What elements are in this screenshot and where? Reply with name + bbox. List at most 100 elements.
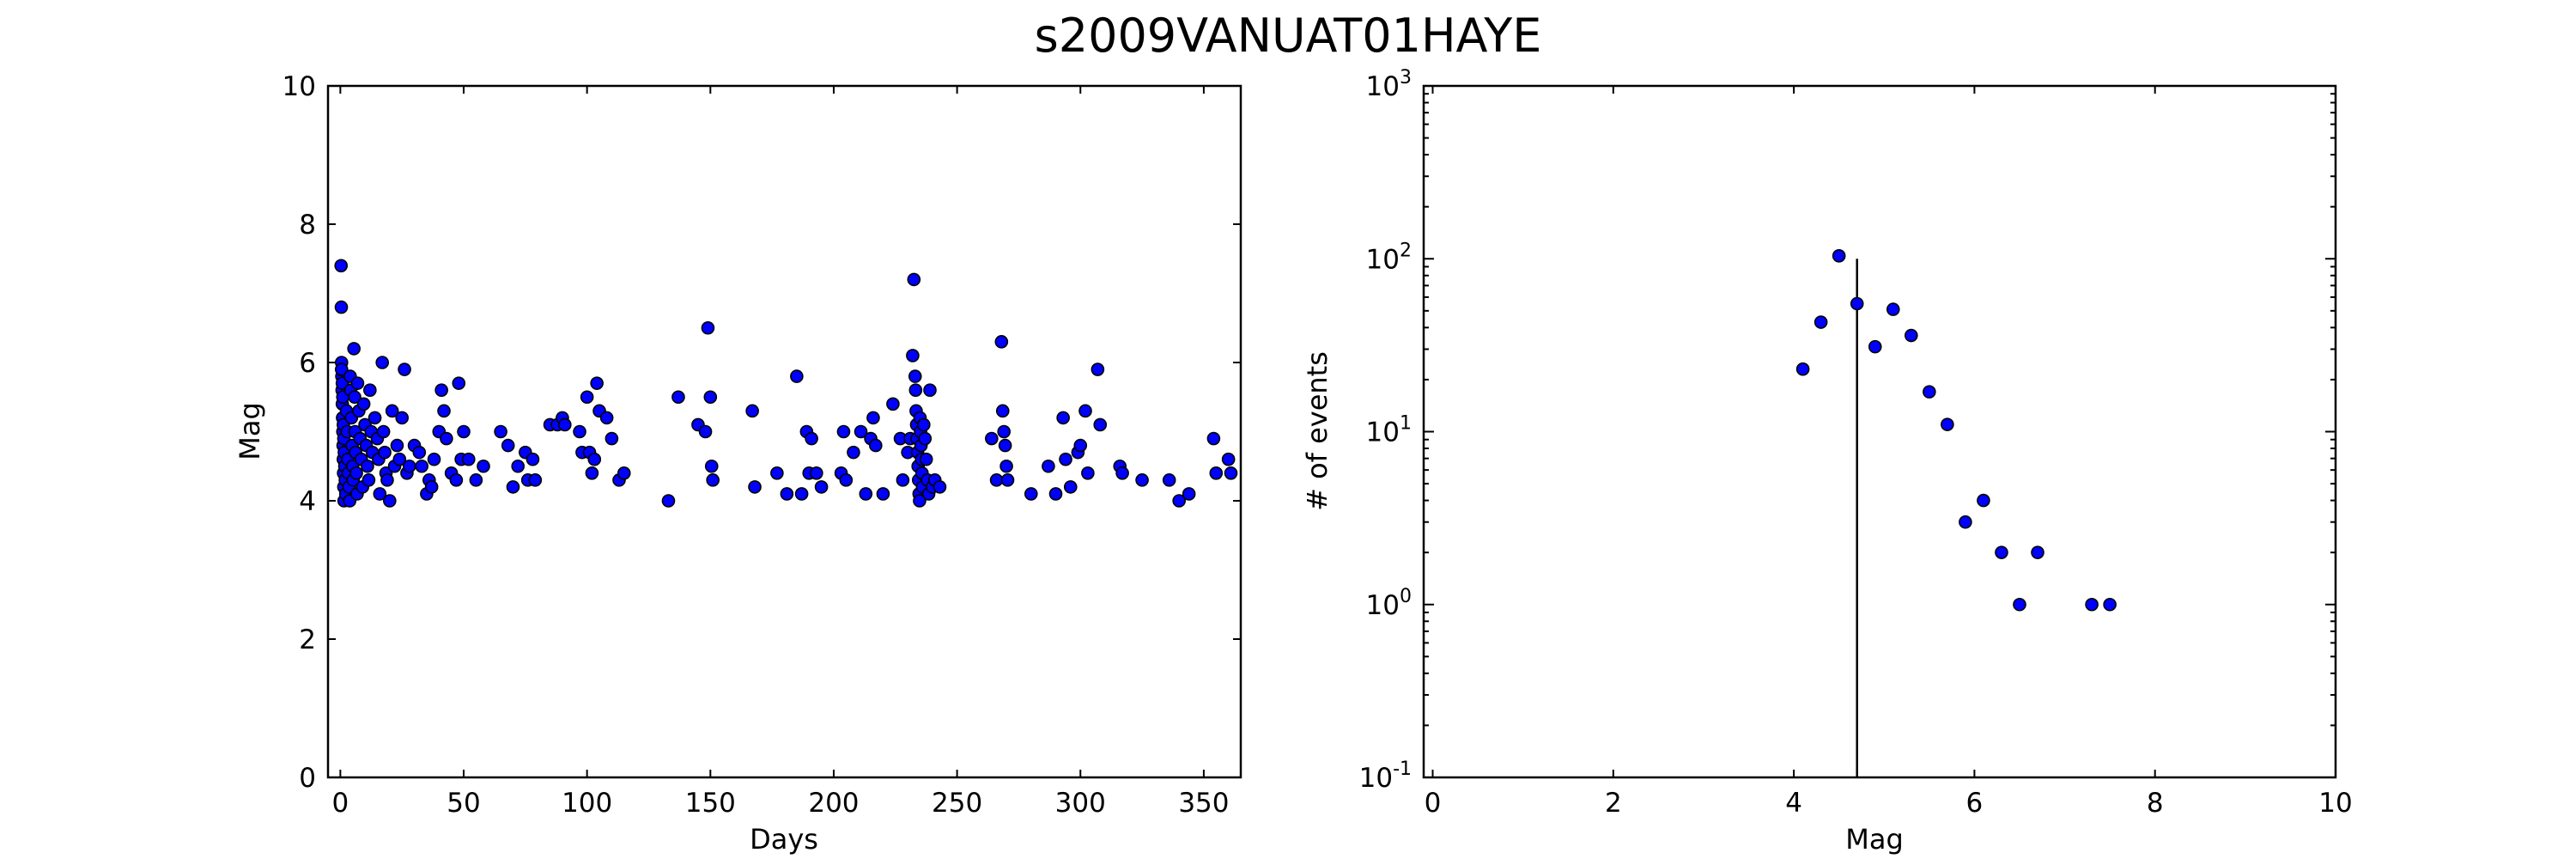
data-point	[356, 397, 371, 411]
data-point	[2031, 545, 2044, 559]
data-point	[859, 487, 873, 501]
data-point	[1209, 466, 1224, 480]
right-xaxis-label: Mag	[1845, 823, 1904, 856]
x-tick-label: 0	[331, 788, 349, 819]
y-tick-label: 6	[299, 348, 316, 379]
data-point	[1923, 385, 1936, 399]
data-point	[461, 452, 476, 466]
data-point	[587, 452, 602, 466]
data-point	[350, 376, 365, 390]
data-point	[999, 459, 1013, 473]
data-point	[906, 349, 920, 362]
data-point	[427, 452, 441, 466]
data-point	[1081, 466, 1095, 480]
data-point	[1073, 438, 1088, 453]
y-tick-label: 4	[299, 486, 316, 517]
data-point	[437, 404, 451, 418]
data-point	[392, 452, 407, 466]
data-point	[1024, 487, 1038, 501]
data-point	[2013, 597, 2026, 612]
right-plot-frame	[1422, 84, 2337, 779]
x-tick-label: 2	[1605, 788, 1622, 819]
data-point	[839, 473, 854, 487]
x-tick-label: 100	[562, 788, 612, 819]
x-tick-label: 6	[1966, 788, 1984, 819]
data-point	[854, 424, 868, 439]
data-point	[347, 342, 361, 356]
data-point	[933, 480, 947, 494]
x-tick-label: 350	[1178, 788, 1229, 819]
data-point	[375, 356, 390, 369]
data-point	[814, 480, 829, 494]
x-tick-label: 50	[447, 788, 480, 819]
data-point	[706, 473, 720, 487]
data-point	[506, 480, 520, 494]
data-point	[2085, 597, 2099, 612]
y-tick-label: 10	[283, 71, 316, 102]
data-point	[985, 431, 999, 446]
data-point	[617, 466, 631, 480]
figure-title: s2009VANUAT01HAYE	[1035, 9, 1542, 63]
data-point	[361, 459, 374, 473]
data-point	[671, 390, 685, 405]
x-tick-label: 250	[932, 788, 982, 819]
data-point	[573, 424, 586, 439]
y-tick-label: 103	[1366, 67, 1412, 102]
data-point	[1135, 473, 1149, 487]
data-point	[1959, 515, 1972, 529]
data-point	[1868, 339, 1882, 354]
data-point	[477, 459, 490, 473]
data-point	[917, 417, 931, 432]
data-point	[1995, 545, 2008, 559]
data-point	[334, 300, 349, 314]
data-point	[770, 466, 784, 480]
data-point	[1162, 473, 1176, 487]
data-point	[661, 494, 676, 508]
data-point	[701, 320, 715, 335]
data-point	[913, 494, 927, 508]
data-point	[580, 390, 594, 405]
data-point	[585, 466, 599, 480]
data-point	[403, 459, 416, 473]
data-point	[703, 390, 718, 405]
data-point	[1795, 362, 1810, 376]
data-point	[998, 438, 1012, 453]
data-point	[376, 424, 391, 439]
data-point	[780, 487, 794, 501]
data-point	[590, 376, 604, 390]
data-point	[908, 369, 922, 383]
left-xaxis-label: Days	[750, 823, 818, 856]
right-histogram-plot: Mag # of events 0 2 4 6 8 10 10-1 100 101 102 103	[1301, 67, 2353, 856]
x-tick-label: 4	[1785, 788, 1802, 819]
data-point	[1172, 494, 1186, 508]
data-point	[1056, 411, 1070, 425]
data-point	[361, 473, 376, 487]
x-tick-label: 10	[2318, 788, 2352, 819]
data-point	[997, 424, 1011, 439]
data-point	[1206, 431, 1221, 446]
x-tick-label: 200	[808, 788, 859, 819]
x-tick-label: 150	[685, 788, 736, 819]
data-point	[704, 459, 719, 473]
data-point	[558, 417, 572, 432]
y-tick-label: 0	[299, 763, 316, 794]
data-point	[1977, 493, 1990, 508]
left-plot-frame	[326, 84, 1242, 779]
y-tick-label: 101	[1366, 413, 1412, 448]
data-point	[918, 431, 933, 446]
data-point	[919, 452, 933, 466]
data-point	[847, 445, 860, 460]
data-point	[1905, 328, 1918, 343]
data-point	[1832, 249, 1846, 263]
y-tick-label: 2	[299, 624, 316, 655]
y-tick-label: 102	[1366, 240, 1412, 275]
data-point	[363, 383, 377, 398]
data-point	[373, 487, 387, 501]
data-point	[868, 438, 883, 453]
x-tick-label: 300	[1055, 788, 1106, 819]
left-scatter-plot: Days Mag 0 50 100 150 200 250 300 350 0 2 4 6 8 10	[234, 71, 1242, 856]
data-point	[599, 411, 614, 425]
data-point	[907, 272, 921, 287]
data-point	[415, 459, 428, 473]
